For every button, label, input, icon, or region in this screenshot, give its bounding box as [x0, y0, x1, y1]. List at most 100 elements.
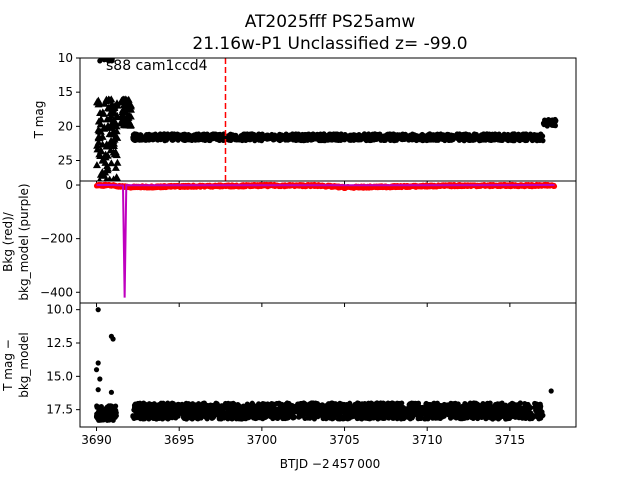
data-point	[149, 407, 155, 413]
data-triangle	[93, 145, 102, 153]
data-point	[288, 411, 294, 417]
x-tick-label: 3705	[329, 433, 360, 447]
y-tick-label: −400	[40, 285, 73, 299]
data-point	[214, 409, 221, 415]
data-point	[335, 416, 341, 422]
data-point	[501, 413, 507, 420]
data-point	[385, 400, 391, 406]
data-triangle	[97, 176, 103, 181]
data-point	[371, 401, 377, 407]
data-point	[221, 413, 227, 419]
y-tick-label: 25	[58, 154, 73, 168]
data-point	[381, 135, 387, 141]
data-point	[447, 415, 454, 421]
data-point	[237, 137, 244, 143]
panel-frame	[79, 302, 577, 428]
data-triangle	[106, 146, 115, 154]
data-point	[480, 400, 486, 407]
data-triangle	[98, 155, 107, 163]
y-tick-label: 15.0	[46, 369, 73, 383]
y-tick-label: 0	[65, 178, 73, 192]
data-point	[132, 137, 139, 143]
data-point	[221, 404, 228, 410]
data-point	[548, 388, 554, 394]
data-point	[136, 409, 142, 415]
plot-area-2	[93, 307, 554, 423]
data-point	[202, 133, 208, 139]
data-point	[423, 401, 429, 407]
data-point	[432, 408, 438, 414]
data-point	[154, 406, 161, 412]
data-point	[414, 409, 420, 415]
data-point	[466, 412, 472, 418]
data-point	[157, 133, 163, 139]
data-point	[162, 133, 168, 140]
data-point	[448, 410, 454, 416]
data-point	[169, 137, 176, 143]
data-point	[535, 404, 541, 410]
data-point	[444, 133, 450, 139]
data-point	[182, 134, 188, 140]
data-point	[276, 414, 282, 420]
data-point	[100, 416, 107, 422]
data-point	[158, 401, 164, 408]
data-point	[244, 136, 251, 143]
data-triangle	[113, 158, 122, 166]
data-point	[265, 402, 271, 408]
data-triangle	[107, 130, 116, 138]
data-point	[391, 137, 397, 144]
data-point	[503, 402, 509, 408]
data-point	[309, 400, 315, 406]
y-tick-label: 15	[58, 85, 73, 99]
data-triangle	[126, 104, 135, 112]
data-point	[415, 135, 421, 142]
data-point	[109, 52, 114, 57]
data-point	[507, 132, 514, 138]
data-point	[163, 407, 169, 414]
data-point	[97, 376, 103, 382]
data-point	[489, 136, 495, 143]
data-point	[493, 408, 499, 414]
data-point	[195, 410, 201, 416]
data-triangle	[93, 141, 102, 149]
x-tick-label: 3715	[495, 433, 526, 447]
data-triangle	[105, 96, 114, 104]
data-point	[506, 406, 513, 412]
chart-title-line-1: AT2025fff PS25amw	[245, 12, 416, 32]
data-point	[248, 407, 254, 413]
data-point	[274, 400, 280, 407]
data-point	[329, 400, 335, 406]
data-point	[427, 402, 434, 408]
data-point	[515, 409, 521, 415]
data-point	[278, 134, 285, 140]
data-triangle	[118, 98, 127, 106]
data-point	[431, 132, 437, 138]
series-bkg_model-line	[96, 183, 555, 298]
data-point	[95, 307, 101, 313]
data-point	[529, 134, 535, 140]
data-triangle	[94, 134, 103, 142]
data-point	[377, 413, 383, 419]
data-point	[459, 409, 465, 416]
data-point	[430, 137, 436, 143]
data-point	[437, 405, 443, 412]
data-point	[446, 402, 452, 408]
plot-area-1	[93, 181, 558, 298]
data-point	[154, 411, 161, 417]
data-point	[305, 403, 312, 410]
data-point	[269, 131, 275, 138]
data-point	[217, 403, 223, 409]
data-triangle	[110, 150, 119, 158]
y-axis-label-2: T mag −	[1, 339, 15, 392]
data-point	[348, 414, 354, 420]
data-point	[95, 360, 101, 366]
data-point	[234, 137, 240, 143]
data-point	[146, 412, 152, 418]
data-point	[381, 401, 387, 407]
data-triangle	[100, 99, 109, 107]
data-point	[264, 408, 270, 415]
data-triangle	[101, 168, 110, 176]
data-point	[468, 137, 474, 143]
data-point	[212, 404, 218, 410]
